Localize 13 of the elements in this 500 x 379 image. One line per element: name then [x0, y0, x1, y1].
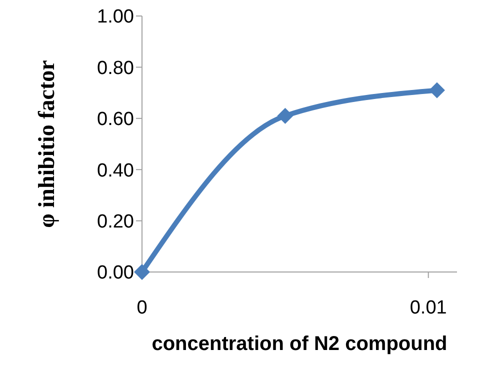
y-tick-label: 0.20	[97, 212, 134, 233]
y-tick-label: 0.80	[97, 58, 134, 79]
point	[277, 108, 294, 124]
y-tick-label: 0.60	[97, 109, 134, 130]
y-tick-label: 0.00	[97, 262, 134, 284]
y-tick-label: 1.00	[97, 6, 134, 28]
y-tick-label: 0.40	[97, 160, 134, 182]
x-tick-label: 0	[136, 297, 148, 318]
x-tick-label: 0.01	[410, 297, 447, 318]
x-axis-title: concentration of N2 compound	[152, 333, 448, 355]
y-axis-title: φ inhibitio factor	[34, 60, 60, 228]
point	[134, 264, 150, 280]
point	[428, 82, 445, 98]
